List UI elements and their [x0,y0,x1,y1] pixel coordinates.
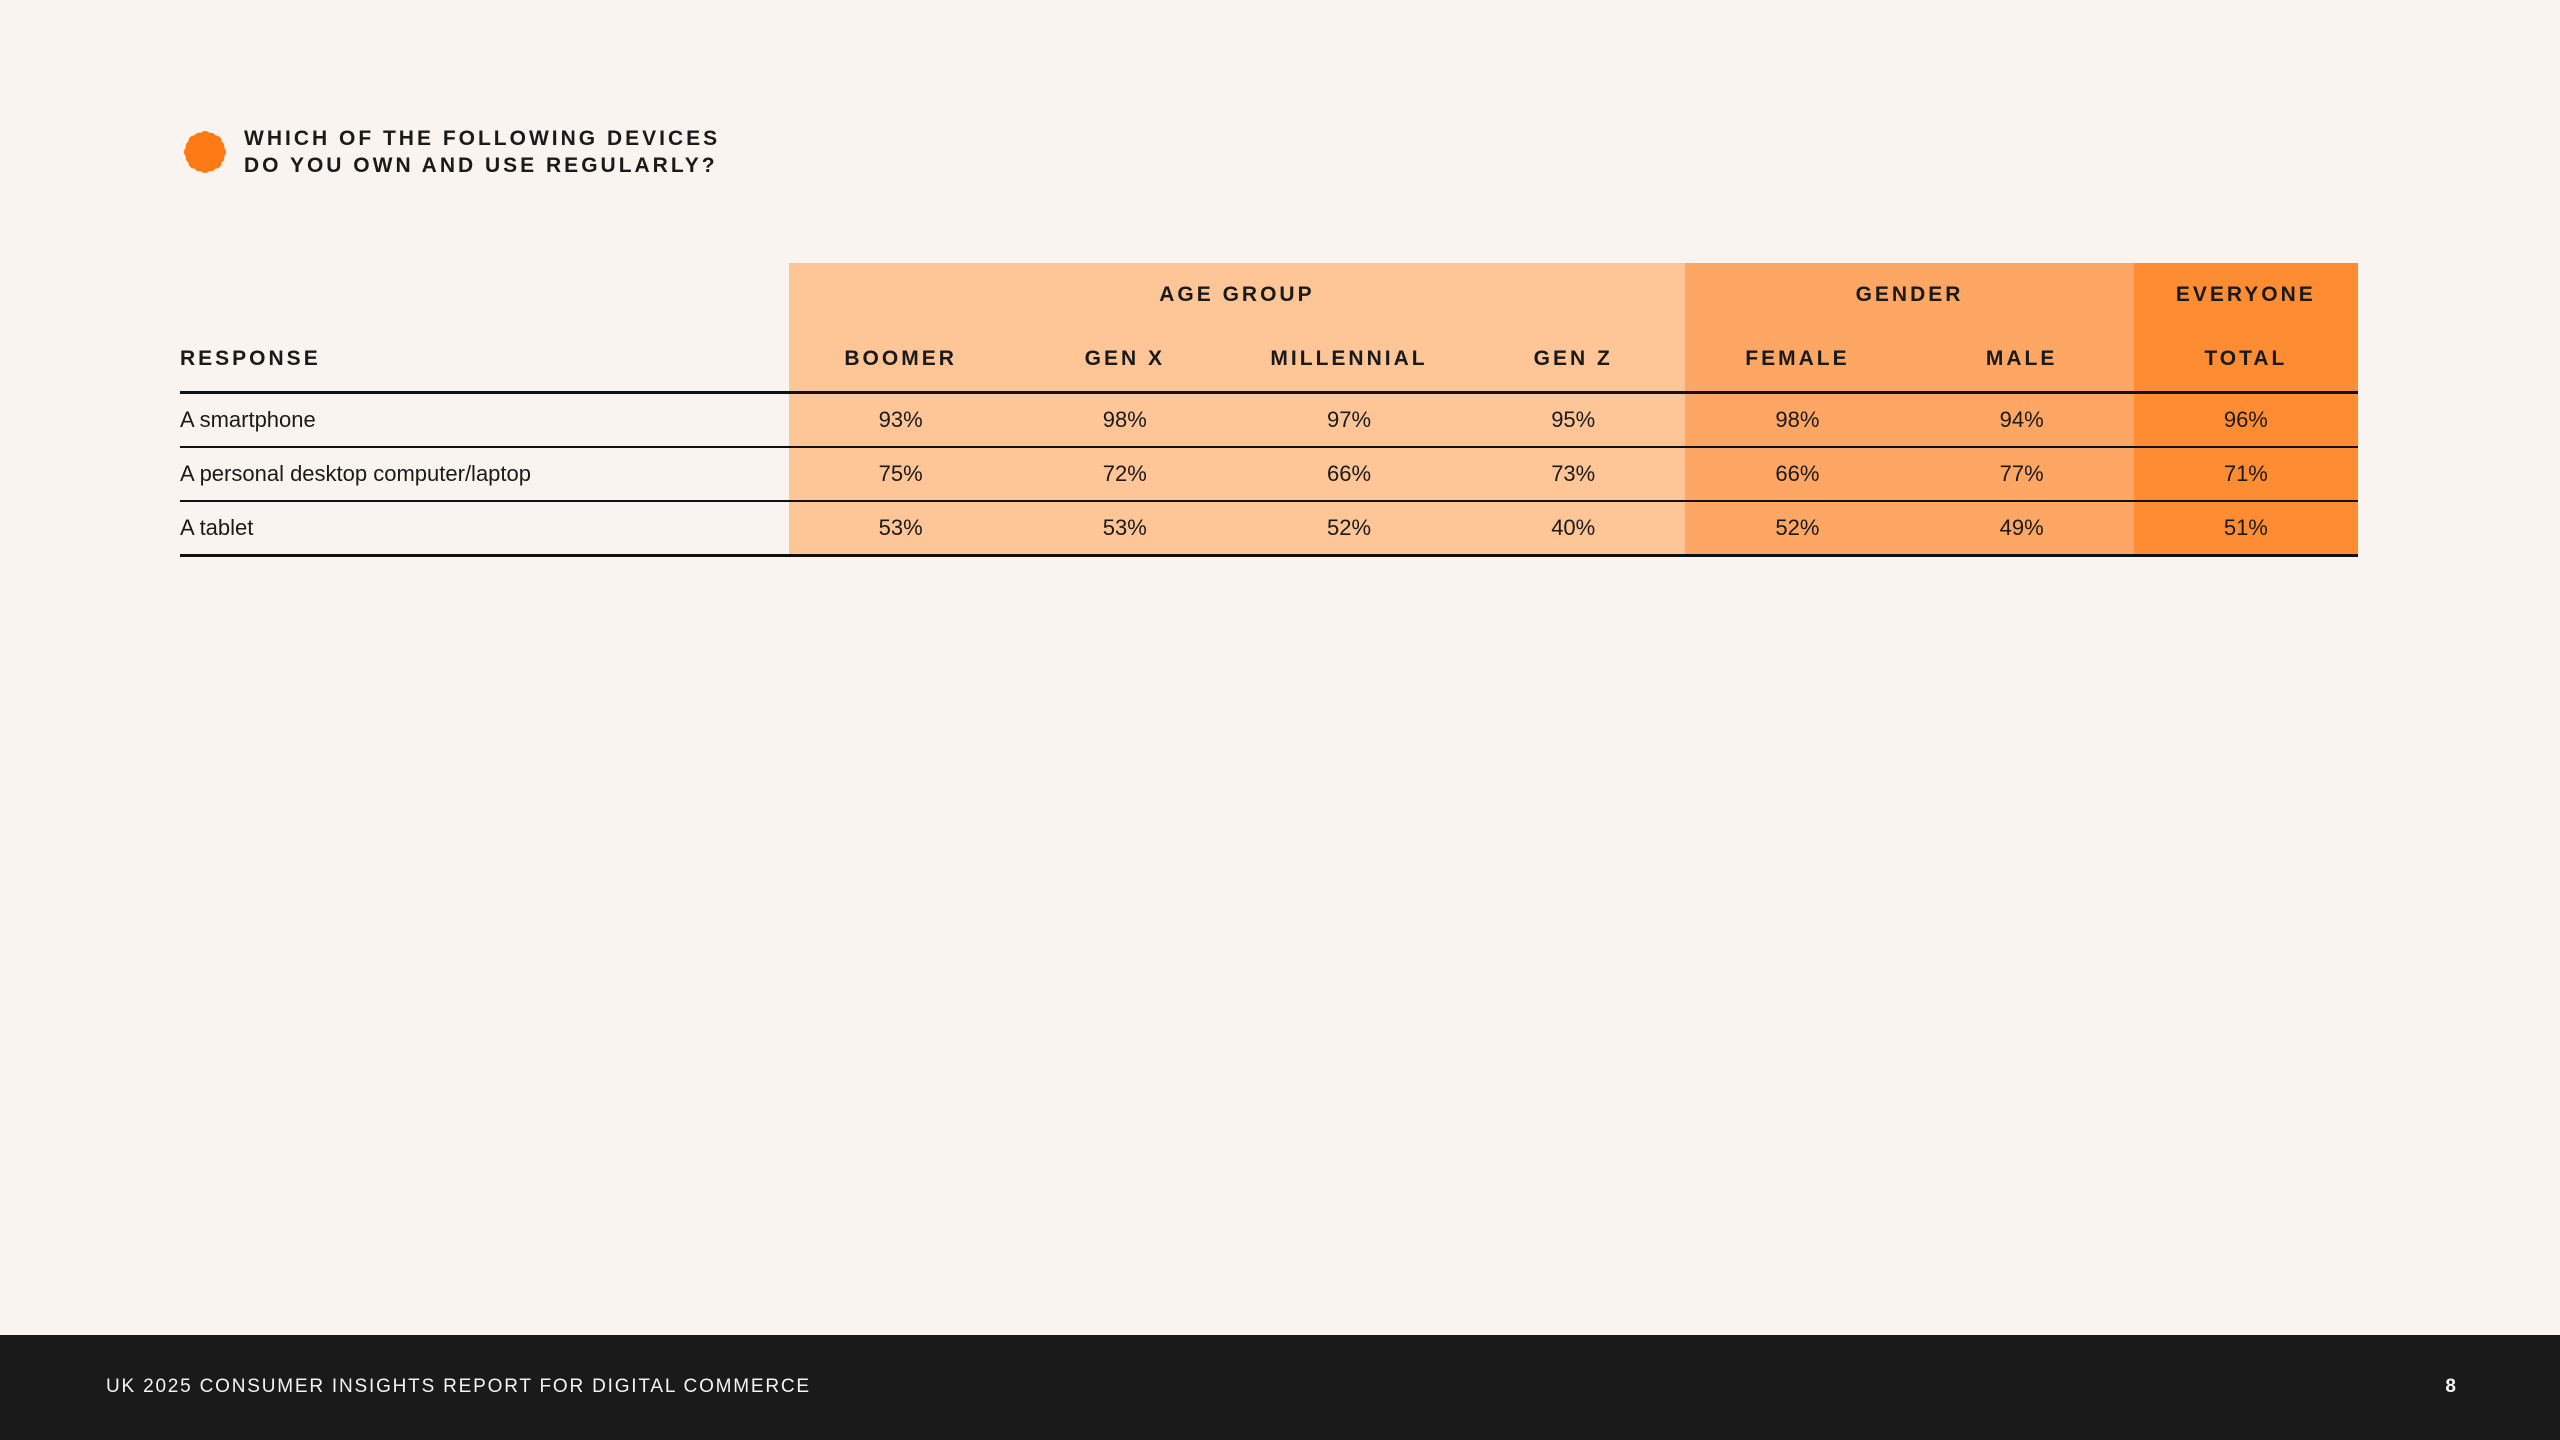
cell-female: 66% [1685,447,1910,502]
cell-millennial: 52% [1236,501,1462,557]
column-header-gen-x: GEN X [1012,327,1237,394]
cell-millennial: 66% [1236,447,1462,502]
column-header-female: FEMALE [1685,327,1910,394]
results-table: AGE GROUP GENDER EVERYONE RESPONSE BOOME… [180,263,2358,557]
footer-title: UK 2025 CONSUMER INSIGHTS REPORT FOR DIG… [106,1376,811,1397]
cell-gen-z: 95% [1461,392,1686,448]
column-header-total: TOTAL [2133,327,2358,394]
group-header-age: AGE GROUP [788,263,1686,327]
cell-female: 98% [1685,392,1910,448]
table-row: A smartphone 93% 98% 97% 95% 98% 94% 96% [180,392,2358,448]
cell-male: 49% [1909,501,2134,557]
column-header-gen-z: GEN Z [1461,327,1686,394]
column-header-response: RESPONSE [180,327,789,394]
table-row: A personal desktop computer/laptop 75% 7… [180,447,2358,502]
cell-boomer: 93% [788,392,1013,448]
row-label: A personal desktop computer/laptop [180,447,789,502]
question-text: WHICH OF THE FOLLOWING DEVICES DO YOU OW… [244,125,720,179]
cell-gen-x: 72% [1012,447,1237,502]
flower-icon [184,131,226,173]
cell-gen-x: 53% [1012,501,1237,557]
question-line-2: DO YOU OWN AND USE REGULARLY? [244,154,718,177]
group-header-row: AGE GROUP GENDER EVERYONE [180,263,2358,327]
cell-gen-x: 98% [1012,392,1237,448]
row-label: A smartphone [180,392,789,448]
group-header-everyone: EVERYONE [2133,263,2358,327]
question-heading: WHICH OF THE FOLLOWING DEVICES DO YOU OW… [180,125,720,179]
cell-total: 96% [2133,392,2358,448]
column-header-row: RESPONSE BOOMER GEN X MILLENNIAL GEN Z F… [180,327,2358,394]
column-header-male: MALE [1909,327,2134,394]
cell-gen-z: 73% [1461,447,1686,502]
cell-male: 94% [1909,392,2134,448]
cell-millennial: 97% [1236,392,1462,448]
cell-gen-z: 40% [1461,501,1686,557]
footer-bar: UK 2025 CONSUMER INSIGHTS REPORT FOR DIG… [0,1335,2560,1440]
cell-total: 51% [2133,501,2358,557]
cell-total: 71% [2133,447,2358,502]
cell-boomer: 53% [788,501,1013,557]
row-label: A tablet [180,501,789,557]
column-header-millennial: MILLENNIAL [1236,327,1462,394]
group-header-gender: GENDER [1685,263,2134,327]
column-header-boomer: BOOMER [788,327,1013,394]
cell-male: 77% [1909,447,2134,502]
cell-female: 52% [1685,501,1910,557]
empty-header-cell [180,263,789,327]
page-number: 8 [2445,1376,2456,1397]
table-row: A tablet 53% 53% 52% 40% 52% 49% 51% [180,501,2358,557]
question-line-1: WHICH OF THE FOLLOWING DEVICES [244,127,721,150]
cell-boomer: 75% [788,447,1013,502]
